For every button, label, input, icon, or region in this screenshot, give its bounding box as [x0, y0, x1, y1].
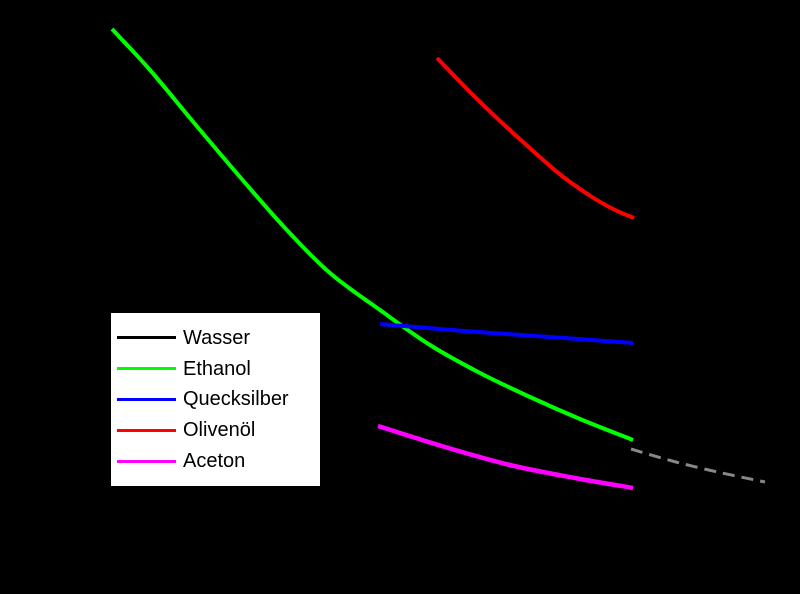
series-line-ethanol-extrapolation-dashed: [630, 447, 766, 484]
series-line-olivenöl: [435, 56, 635, 220]
legend-item-label: Olivenöl: [183, 419, 256, 442]
legend-item-quecksilber: Quecksilber: [111, 387, 320, 411]
series-line-aceton: [377, 423, 634, 491]
legend-line-swatch: [117, 397, 176, 401]
legend-line-swatch: [117, 367, 176, 371]
legend-item-olivenöl: Olivenöl: [111, 418, 320, 442]
legend-item-label: Aceton: [183, 450, 246, 473]
legend-box: Wasser Ethanol Quecksilber Olivenöl Aceton: [110, 312, 321, 487]
legend-line-swatch: [117, 459, 176, 463]
series-line-quecksilber: [379, 322, 634, 345]
legend-item-ethanol: Ethanol: [111, 357, 320, 381]
legend-item-wasser: Wasser: [111, 326, 320, 350]
legend-line-swatch: [117, 428, 176, 432]
legend-item-label: Ethanol: [183, 357, 251, 380]
legend-line-swatch: [117, 336, 176, 340]
legend-item-label: Wasser: [183, 326, 251, 349]
legend-item-label: Quecksilber: [183, 388, 289, 411]
legend-item-aceton: Aceton: [111, 449, 320, 473]
series-line-ethanol: [110, 27, 634, 442]
